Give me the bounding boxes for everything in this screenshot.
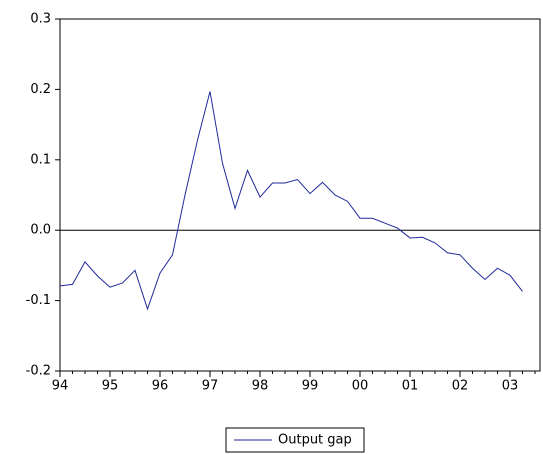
x-tick-label: 96 (152, 379, 169, 394)
x-tick-label: 02 (452, 379, 469, 394)
x-tick-label: 98 (252, 379, 269, 394)
y-tick-label: -0.2 (26, 364, 51, 379)
plot-frame (59, 18, 541, 372)
x-tick-label: 94 (52, 379, 69, 394)
y-tick-label: -0.1 (26, 293, 51, 308)
y-tick-label: 0.0 (30, 223, 51, 238)
legend: Output gap (225, 427, 365, 453)
x-tick-label: 99 (302, 379, 319, 394)
x-tick-label: 97 (202, 379, 219, 394)
data-line (59, 91, 523, 311)
y-tick-label: 0.1 (30, 152, 51, 167)
x-tick-label: 95 (102, 379, 119, 394)
x-tick-label: 01 (402, 379, 419, 394)
y-tick-label: 0.2 (30, 82, 51, 97)
legend-label: Output gap (278, 433, 352, 448)
x-tick-label: 03 (502, 379, 519, 394)
x-tick-label: 00 (352, 379, 369, 394)
y-tick-label: 0.3 (30, 12, 51, 27)
